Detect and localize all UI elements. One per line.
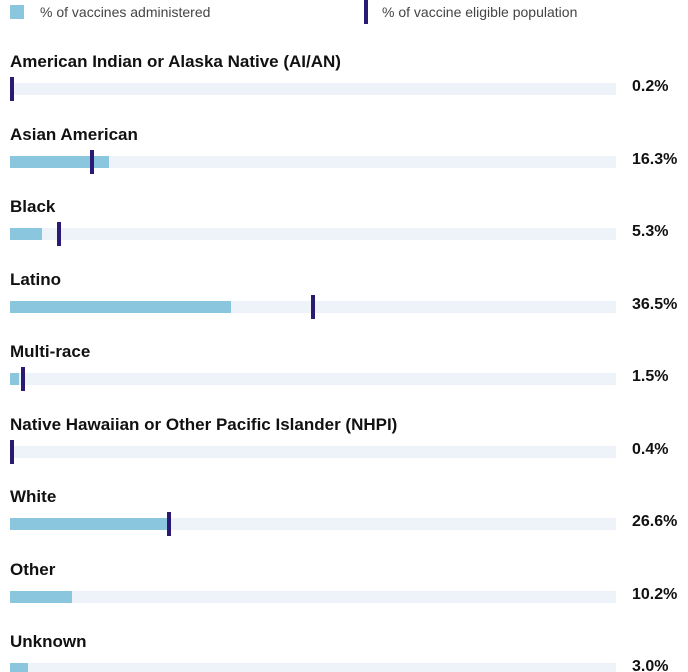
eligible-population-marker [57, 222, 62, 246]
value-label: 16.3% [632, 150, 678, 168]
bar-track [10, 663, 616, 672]
chart-legend: % of vaccines administered % of vaccine … [0, 0, 688, 30]
category-label: Native Hawaiian or Other Pacific Islande… [10, 414, 398, 434]
chart-row: Unknown 3.0% [0, 632, 688, 672]
eligible-population-marker [10, 77, 14, 101]
eligible-population-marker [10, 439, 14, 464]
chart-row: Multi-race 1.5% [0, 342, 688, 404]
category-label: American Indian or Alaska Native (AI/AN) [10, 52, 341, 71]
bar-track [10, 367, 616, 391]
category-label: White [10, 487, 57, 506]
legend-swatch-administered [10, 5, 24, 19]
administered-bar [10, 300, 232, 313]
chart-row: Native Hawaiian or Other Pacific Islande… [0, 415, 688, 477]
value-label: 3.0% [632, 658, 669, 672]
administered-bar [10, 590, 72, 603]
category-label: Other [10, 559, 56, 579]
legend-label-administered: % of vaccines administered [40, 4, 211, 20]
legend-label-eligible: % of vaccine eligible population [382, 4, 578, 20]
value-label: 10.2% [632, 585, 678, 603]
chart-row: Latino 36.5% [0, 270, 688, 332]
eligible-population-marker [311, 294, 315, 319]
chart-row: White 26.6% [0, 487, 688, 549]
value-label: 26.6% [632, 513, 678, 530]
value-label: 1.5% [632, 368, 669, 385]
value-label: 5.3% [632, 223, 669, 240]
eligible-population-marker [90, 149, 95, 174]
legend-item-administered: % of vaccines administered [10, 4, 210, 20]
category-label: Black [10, 197, 56, 216]
category-label: Unknown [10, 632, 87, 651]
bar-track [10, 149, 616, 174]
value-label: 0.2% [632, 78, 669, 95]
category-label: Latino [10, 269, 61, 289]
bar-track [10, 590, 616, 603]
bar-track [10, 439, 616, 464]
eligible-population-marker [21, 367, 26, 391]
administered-bar [10, 518, 172, 530]
chart-row: Black 5.3% [0, 197, 688, 259]
chart-row: Asian American 16.3% [0, 125, 688, 187]
administered-bar [10, 228, 43, 240]
administered-bar [10, 663, 29, 672]
legend-item-eligible: % of vaccine eligible population [364, 0, 577, 24]
chart-row: American Indian or Alaska Native (AI/AN)… [0, 52, 688, 114]
value-label: 0.4% [632, 440, 669, 458]
bar-track [10, 222, 616, 246]
category-label: Asian American [10, 124, 138, 144]
category-label: Multi-race [10, 342, 91, 361]
legend-swatch-eligible [364, 0, 368, 24]
chart-row: Other 10.2% [0, 560, 688, 622]
eligible-population-marker [167, 512, 172, 536]
administered-bar [10, 373, 20, 385]
bar-track [10, 77, 616, 101]
value-label: 36.5% [632, 295, 678, 313]
bar-track [10, 512, 616, 536]
bar-track [10, 294, 616, 319]
administered-bar [10, 155, 109, 168]
